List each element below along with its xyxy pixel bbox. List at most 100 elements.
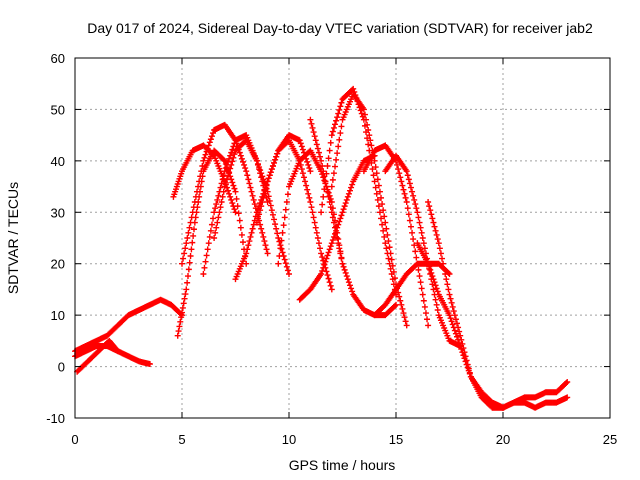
data-point bbox=[247, 233, 254, 240]
data-point bbox=[452, 330, 459, 337]
data-point bbox=[318, 209, 325, 216]
data-point bbox=[433, 285, 440, 292]
series-sat-03 bbox=[72, 296, 185, 355]
data-point bbox=[336, 218, 343, 225]
data-point bbox=[336, 136, 343, 143]
series-sat-10 bbox=[253, 137, 335, 293]
data-point bbox=[273, 153, 280, 160]
data-point bbox=[190, 226, 197, 233]
data-point bbox=[412, 248, 419, 255]
data-point bbox=[447, 315, 454, 322]
x-tick-label: 15 bbox=[389, 432, 403, 447]
data-point bbox=[187, 219, 194, 226]
data-point bbox=[238, 155, 245, 162]
data-point bbox=[363, 116, 370, 123]
data-point bbox=[269, 211, 276, 218]
data-point bbox=[281, 256, 288, 263]
data-point bbox=[259, 229, 266, 236]
data-point bbox=[222, 179, 229, 186]
data-point bbox=[190, 204, 197, 211]
data-point bbox=[258, 225, 265, 232]
data-point bbox=[327, 204, 334, 211]
data-point bbox=[249, 225, 256, 232]
data-point bbox=[325, 275, 332, 282]
data-point bbox=[231, 185, 238, 192]
data-point bbox=[225, 172, 232, 179]
data-point bbox=[185, 266, 192, 273]
data-point bbox=[335, 240, 342, 247]
axis-ticks: 0 5 10 15 20 25 -10 0 10 20 30 40 50 60 bbox=[46, 51, 617, 447]
data-point bbox=[186, 259, 193, 266]
data-point bbox=[184, 235, 191, 241]
data-point bbox=[372, 164, 379, 171]
data-point bbox=[271, 216, 278, 223]
data-point bbox=[434, 307, 441, 313]
data-point bbox=[429, 273, 436, 280]
data-point bbox=[188, 246, 195, 253]
data-point bbox=[187, 253, 194, 259]
data-point bbox=[226, 155, 233, 162]
data-point bbox=[407, 184, 414, 191]
data-point bbox=[317, 245, 324, 252]
data-point bbox=[376, 188, 383, 195]
data-point bbox=[243, 250, 250, 257]
data-point bbox=[396, 170, 403, 177]
data-point bbox=[466, 369, 473, 376]
data-point bbox=[243, 168, 250, 175]
data-point bbox=[463, 357, 470, 364]
data-point bbox=[248, 229, 255, 236]
data-point bbox=[318, 157, 325, 164]
data-point bbox=[211, 235, 218, 241]
data-point bbox=[246, 238, 253, 245]
data-point bbox=[210, 215, 217, 222]
data-point bbox=[327, 282, 334, 289]
data-point bbox=[344, 193, 351, 200]
data-point bbox=[343, 273, 350, 280]
data-point bbox=[272, 221, 279, 228]
data-point bbox=[332, 121, 339, 128]
data-point bbox=[329, 237, 336, 244]
data-point bbox=[409, 188, 416, 195]
data-point bbox=[201, 154, 208, 161]
y-tick-label: 30 bbox=[51, 205, 65, 220]
data-point bbox=[336, 245, 343, 252]
data-point bbox=[205, 240, 212, 247]
data-point bbox=[365, 141, 372, 148]
data-point bbox=[258, 170, 265, 177]
data-point bbox=[335, 110, 342, 117]
data-point bbox=[375, 203, 382, 210]
data-point bbox=[299, 170, 306, 177]
data-point bbox=[213, 224, 220, 231]
data-point bbox=[369, 166, 376, 173]
data-point bbox=[207, 136, 214, 143]
series-sat-05 bbox=[170, 142, 239, 216]
data-point bbox=[239, 239, 246, 246]
data-point bbox=[312, 137, 319, 144]
data-point bbox=[203, 252, 210, 259]
data-point bbox=[229, 179, 236, 186]
data-point bbox=[430, 219, 437, 226]
plot-frame bbox=[74, 57, 611, 419]
data-point bbox=[383, 245, 390, 252]
x-tick-label: 10 bbox=[282, 432, 296, 447]
data-point bbox=[403, 199, 410, 205]
data-point bbox=[244, 172, 251, 179]
data-point bbox=[564, 379, 571, 385]
data-point bbox=[398, 178, 405, 185]
data-point bbox=[328, 183, 335, 190]
data-point bbox=[372, 184, 379, 191]
data-point bbox=[373, 170, 380, 177]
data-point bbox=[230, 143, 237, 150]
data-point bbox=[320, 193, 327, 200]
data-point bbox=[246, 180, 253, 187]
data-point bbox=[328, 286, 335, 293]
data-point bbox=[382, 219, 389, 226]
data-point bbox=[321, 261, 328, 268]
data-point bbox=[464, 361, 471, 368]
data-point bbox=[277, 245, 284, 252]
data-point bbox=[260, 176, 267, 183]
data-point bbox=[326, 199, 333, 205]
data-point bbox=[230, 154, 237, 161]
data-point bbox=[297, 140, 304, 147]
data-point bbox=[182, 245, 189, 252]
